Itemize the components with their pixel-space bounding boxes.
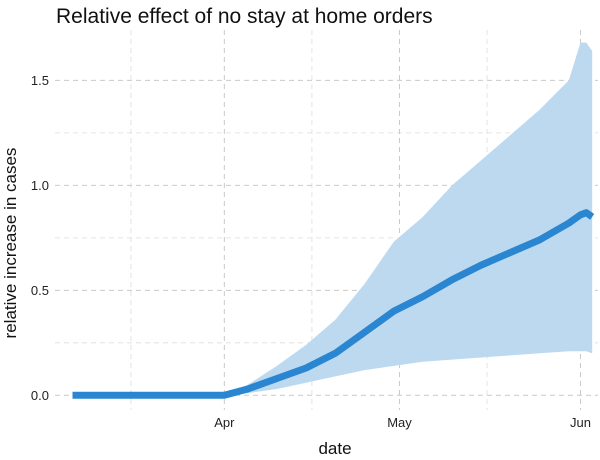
- x-axis-label: date: [318, 439, 351, 458]
- x-tick-label: Apr: [214, 415, 235, 430]
- y-tick-label: 0.5: [31, 283, 49, 298]
- x-tick-label: May: [387, 415, 412, 430]
- x-tick-label: Jun: [570, 415, 591, 430]
- x-tick-labels: Apr May Jun: [214, 415, 591, 430]
- series-line-path: [72, 209, 595, 399]
- confidence-band-area: [72, 42, 593, 396]
- y-axis-label: relative increase in cases: [1, 148, 20, 339]
- y-tick-label: 1.0: [31, 178, 49, 193]
- y-tick-labels: 0.0 0.5 1.0 1.5: [31, 73, 49, 403]
- confidence-band: [72, 42, 593, 396]
- series-line: [72, 209, 595, 399]
- chart-title: Relative effect of no stay at home order…: [56, 5, 433, 28]
- y-tick-label: 1.5: [31, 73, 49, 88]
- y-tick-label: 0.0: [31, 388, 49, 403]
